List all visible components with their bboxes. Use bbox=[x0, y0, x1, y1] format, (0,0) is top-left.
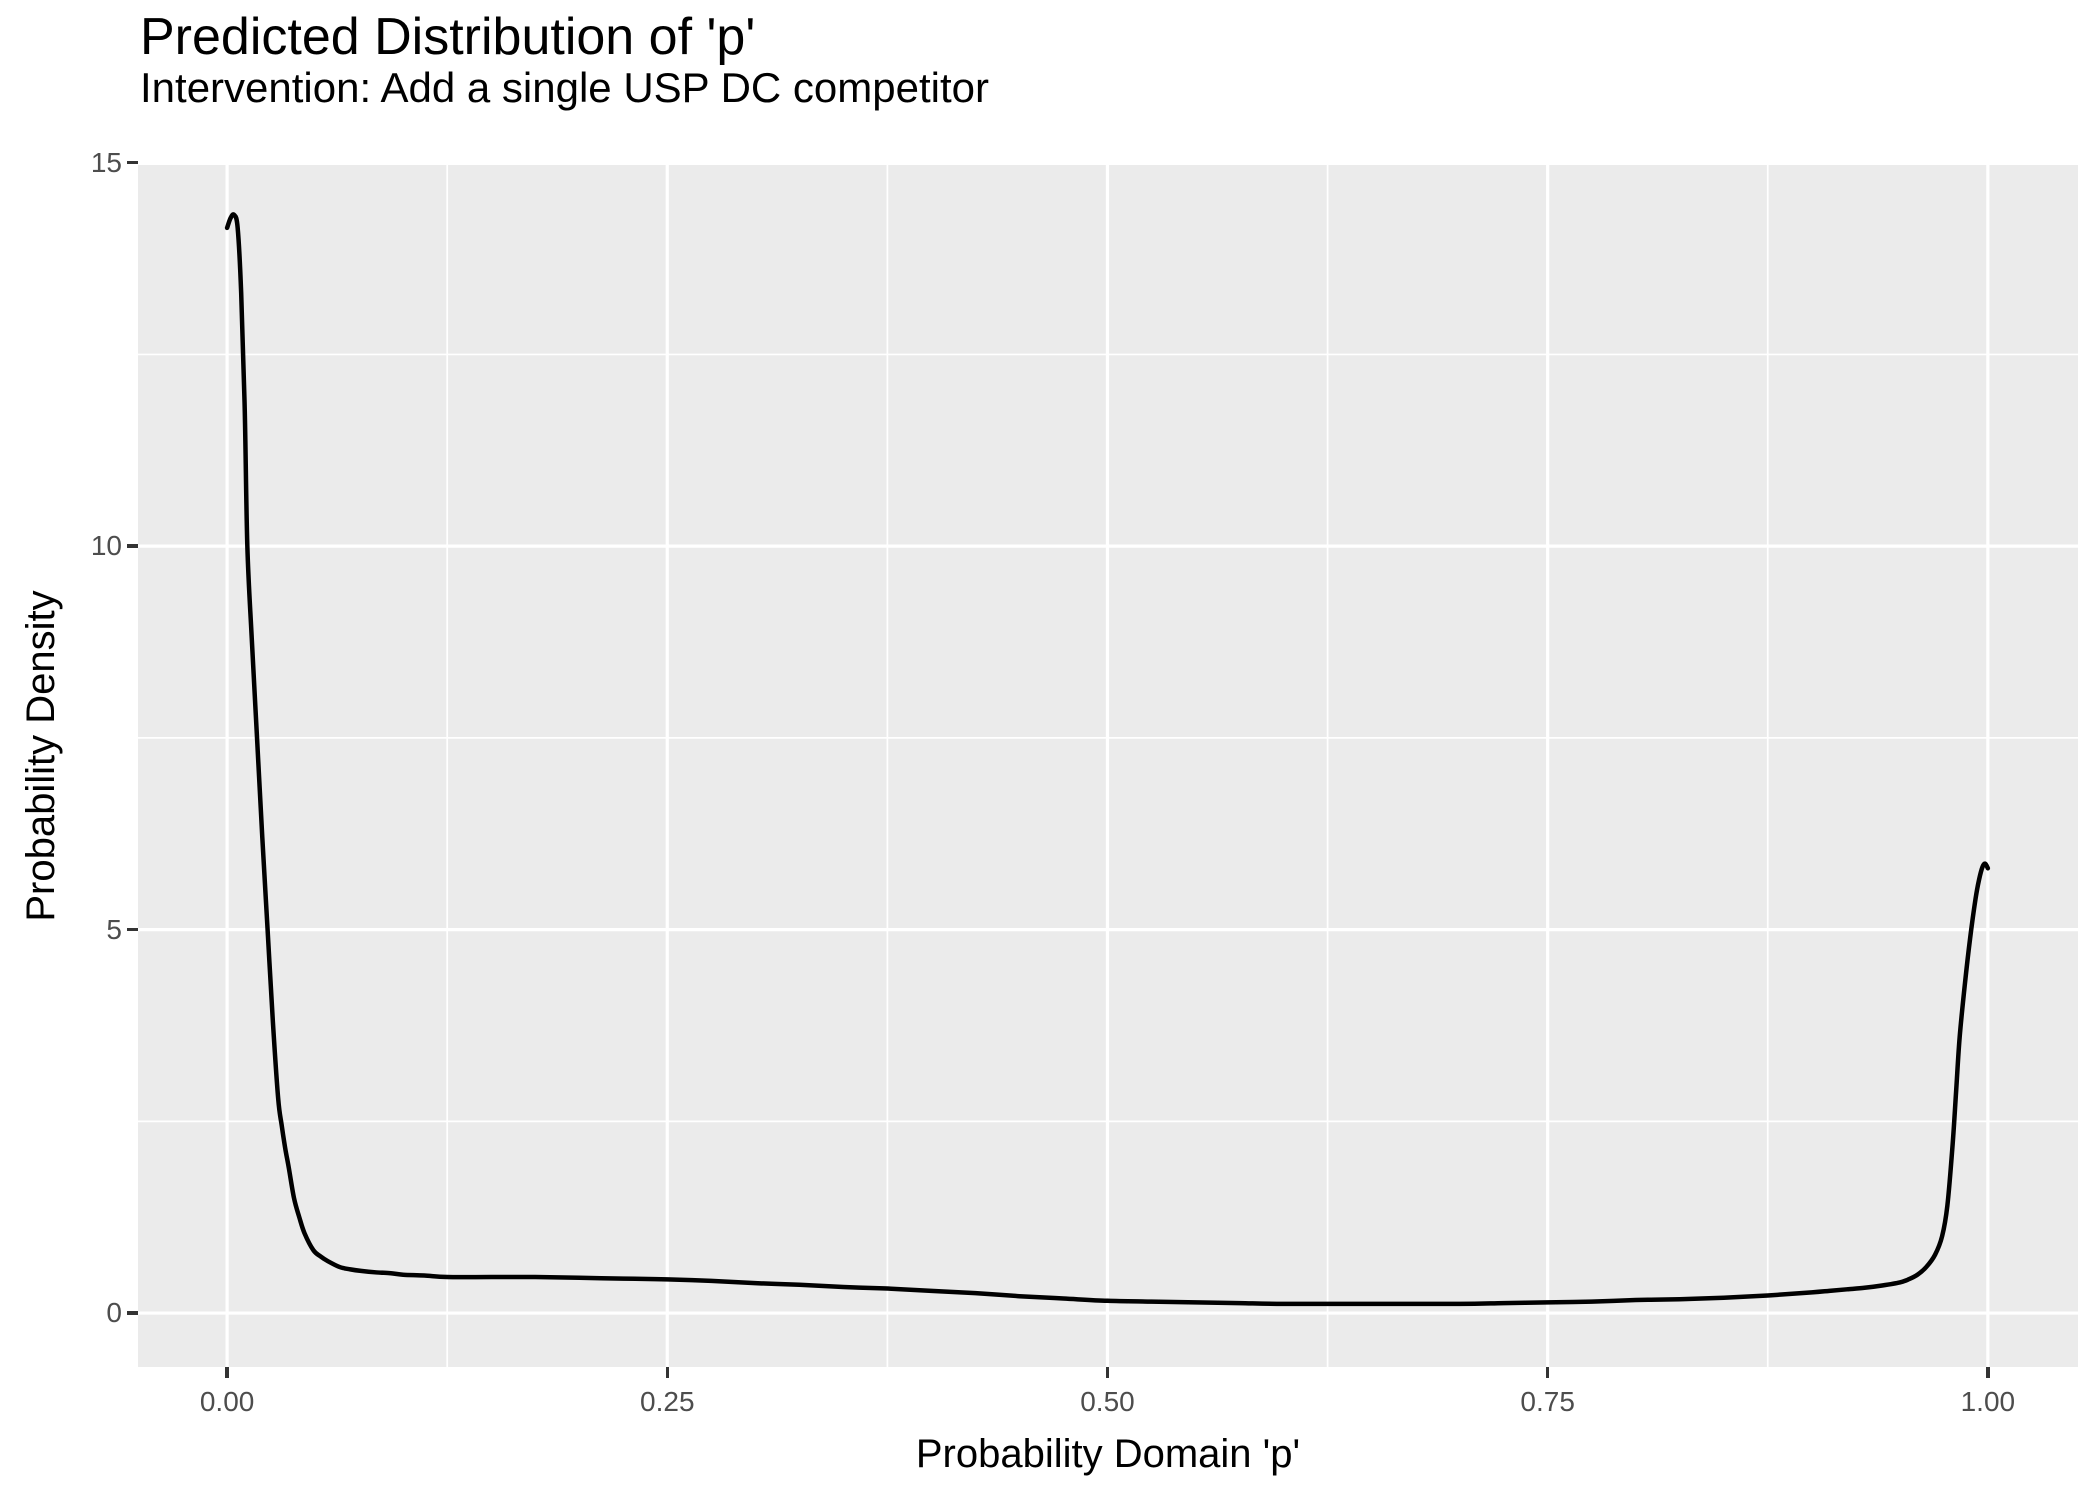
y-tick-label: 5 bbox=[106, 913, 122, 945]
x-tick-mark bbox=[665, 1367, 670, 1378]
y-tick-mark bbox=[127, 160, 138, 165]
x-tick-label: 0.25 bbox=[640, 1386, 695, 1417]
y-tick-mark bbox=[127, 1311, 138, 1315]
chart-subtitle: Intervention: Add a single USP DC compet… bbox=[140, 64, 990, 111]
y-tick-label: 0 bbox=[106, 1297, 122, 1329]
y-tick-mark bbox=[127, 927, 138, 932]
x-tick-label: 1.00 bbox=[1960, 1386, 2016, 1417]
y-tick-label: 10 bbox=[90, 530, 122, 562]
density-plot bbox=[138, 165, 2078, 1367]
x-tick-label: 0.50 bbox=[1080, 1386, 1135, 1417]
x-tick-label: 0.75 bbox=[1520, 1386, 1575, 1417]
x-tick-mark bbox=[1986, 1367, 1990, 1378]
page-title: Predicted Distribution of 'p' bbox=[140, 8, 756, 66]
density-curve bbox=[224, 212, 1991, 1307]
x-tick-mark bbox=[1105, 1367, 1110, 1378]
x-tick-mark bbox=[1545, 1367, 1550, 1378]
chart-panel bbox=[138, 165, 2078, 1367]
x-tick-mark bbox=[225, 1367, 229, 1378]
y-tick-mark bbox=[127, 544, 138, 548]
x-tick-label: 0.00 bbox=[199, 1386, 255, 1417]
y-axis-title: Probability Density bbox=[19, 590, 63, 922]
x-axis-title: Probability Domain 'p' bbox=[915, 1432, 1301, 1476]
y-tick-label: 15 bbox=[90, 146, 122, 178]
